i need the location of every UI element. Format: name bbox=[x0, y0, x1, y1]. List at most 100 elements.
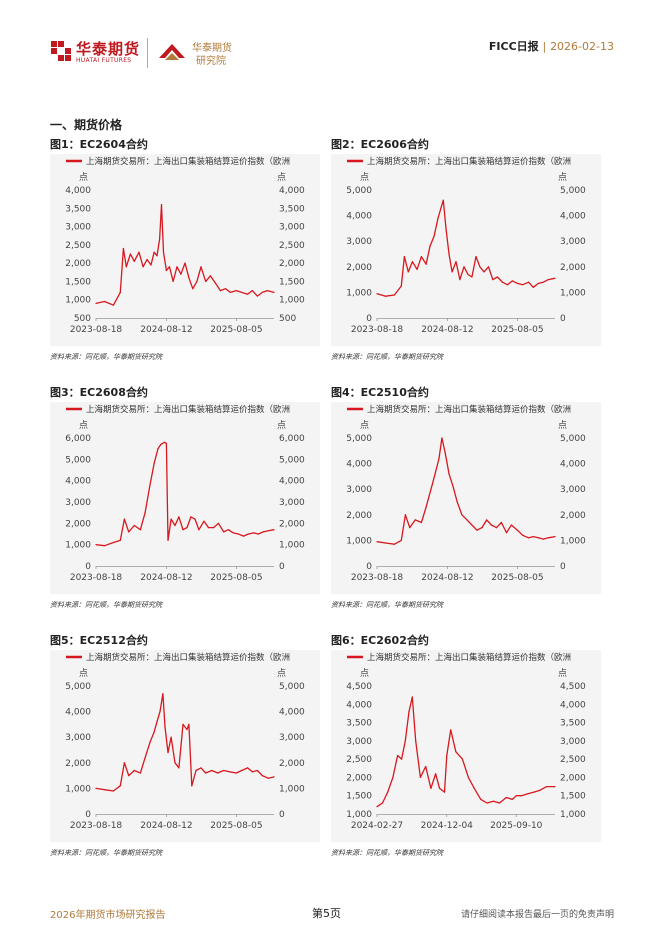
y-tick-label-left: 4,000 bbox=[65, 708, 91, 718]
x-tick-label: 2023-08-18 bbox=[70, 325, 123, 335]
y-tick-label-right: 3,500 bbox=[279, 204, 305, 214]
series-line bbox=[95, 203, 275, 306]
line-chart: 上海期货交易所：上海出口集装箱结算运价指数（欧洲点 点 0 0 1,000 1,000 2,… bbox=[346, 156, 586, 335]
data-point bbox=[456, 501, 458, 503]
y-tick-label-right: 1,000 bbox=[560, 536, 586, 546]
data-point bbox=[149, 484, 151, 486]
line-chart: 上海期货交易所：上海出口集装箱结算运价指数（欧洲点 点 0 0 1,000 1,000 2,… bbox=[65, 404, 305, 583]
data-point bbox=[104, 789, 106, 791]
figure-title: 图5：EC2512合约 bbox=[50, 634, 148, 647]
data-point bbox=[180, 273, 182, 275]
data-point bbox=[273, 776, 275, 778]
data-point bbox=[144, 512, 146, 514]
y-tick-label-left: 4,000 bbox=[65, 477, 91, 487]
section-title: 一、期货价格 bbox=[50, 118, 123, 132]
data-point bbox=[153, 251, 155, 253]
data-point bbox=[420, 256, 422, 258]
data-point bbox=[393, 543, 395, 545]
data-point bbox=[505, 796, 507, 799]
data-point bbox=[445, 227, 447, 229]
data-point bbox=[159, 238, 161, 240]
data-point bbox=[209, 275, 211, 277]
unit-label-right: 点 bbox=[277, 420, 286, 431]
data-point bbox=[237, 533, 239, 535]
data-point bbox=[505, 532, 508, 534]
y-tick-label-right: 1,000 bbox=[560, 288, 586, 298]
y-tick-label-left: 2,000 bbox=[346, 773, 372, 783]
data-point bbox=[153, 731, 155, 733]
data-point bbox=[178, 516, 180, 518]
y-tick-label-right: 0 bbox=[279, 810, 285, 820]
y-tick-label-right: 3,000 bbox=[560, 485, 586, 495]
y-tick-label-left: 5,000 bbox=[346, 434, 372, 444]
figure-title: 图1：EC2604合约 bbox=[50, 138, 148, 151]
data-point bbox=[129, 253, 131, 255]
y-tick-label-left: 0 bbox=[366, 314, 372, 324]
data-point bbox=[522, 534, 524, 536]
y-tick-label-right: 1,000 bbox=[279, 296, 305, 306]
data-point bbox=[532, 536, 534, 538]
data-point bbox=[392, 776, 394, 778]
y-tick-label-left: 4,000 bbox=[65, 186, 91, 196]
data-point bbox=[537, 537, 539, 539]
data-point bbox=[441, 437, 443, 439]
data-point bbox=[133, 260, 135, 262]
y-tick-label-left: 0 bbox=[366, 562, 372, 572]
y-tick-label-right: 2,000 bbox=[560, 263, 586, 273]
data-point bbox=[95, 787, 97, 789]
y-tick-label-left: 4,000 bbox=[346, 212, 372, 222]
y-tick-label-left: 4,000 bbox=[346, 700, 372, 710]
data-point bbox=[438, 457, 440, 460]
data-point bbox=[461, 758, 463, 760]
figure-5: 图5：EC2512合约 上海期货交易所：上海出口集装箱结算运价指数（欧洲点 点 0 0 1… bbox=[50, 632, 320, 872]
figure-2: 图2：EC2606合约 上海期货交易所：上海出口集装箱结算运价指数（欧洲点 点 0 0 1… bbox=[331, 136, 601, 376]
data-point bbox=[522, 284, 524, 286]
y-tick-label-left: 4,500 bbox=[346, 682, 372, 692]
x-tick-label: 2023-08-18 bbox=[70, 821, 123, 831]
data-point bbox=[184, 262, 186, 264]
data-point bbox=[467, 776, 469, 778]
data-point bbox=[194, 518, 196, 520]
data-point bbox=[207, 527, 210, 529]
data-point bbox=[142, 266, 144, 268]
data-point bbox=[153, 463, 155, 465]
y-tick-label-right: 2,000 bbox=[279, 759, 305, 769]
data-point bbox=[125, 266, 127, 268]
data-point bbox=[481, 527, 483, 529]
data-point bbox=[511, 798, 513, 800]
y-tick-label-left: 3,000 bbox=[65, 498, 91, 508]
report-name: FICC日报 bbox=[488, 40, 539, 53]
figure-source: 资料来源：同花顺，华泰期货研究院 bbox=[50, 849, 162, 857]
data-point bbox=[546, 786, 548, 788]
data-point bbox=[381, 802, 384, 804]
x-tick-label: 2024-08-12 bbox=[140, 573, 192, 583]
data-point bbox=[95, 302, 97, 304]
y-tick-label-right: 2,500 bbox=[560, 755, 586, 765]
y-tick-label-left: 2,000 bbox=[65, 519, 91, 529]
data-point bbox=[542, 281, 544, 283]
y-tick-label-right: 1,000 bbox=[279, 784, 305, 794]
line-chart: 上海期货交易所：上海出口集装箱结算运价指数（欧洲点 点 0 0 1,000 1,000 2,… bbox=[65, 652, 305, 831]
data-point bbox=[554, 536, 556, 538]
data-point bbox=[404, 514, 406, 516]
y-tick-label-left: 1,500 bbox=[346, 792, 372, 802]
legend-label: 上海期货交易所：上海出口集装箱结算运价指数（欧洲 bbox=[86, 404, 290, 415]
company-name-cn: 华泰期货 bbox=[76, 40, 141, 58]
data-point bbox=[511, 280, 513, 282]
data-point bbox=[401, 758, 403, 760]
y-tick-label-right: 4,000 bbox=[560, 700, 586, 710]
x-tick-label: 2025-08-05 bbox=[210, 325, 262, 335]
data-point bbox=[486, 802, 488, 804]
data-point bbox=[475, 256, 477, 258]
chart-area: 上海期货交易所：上海出口集装箱结算运价指数（欧洲点 点 1,000 1,000 1,50… bbox=[331, 650, 601, 842]
data-point bbox=[156, 255, 158, 257]
x-tick-label: 2024-08-12 bbox=[140, 821, 192, 831]
data-point bbox=[411, 696, 413, 698]
data-point bbox=[251, 290, 253, 292]
unit-label-right: 点 bbox=[558, 420, 567, 431]
data-point bbox=[385, 295, 387, 297]
data-point bbox=[385, 542, 387, 544]
y-tick-label-left: 6,000 bbox=[65, 434, 91, 444]
data-point bbox=[157, 448, 159, 450]
data-point bbox=[192, 288, 194, 290]
